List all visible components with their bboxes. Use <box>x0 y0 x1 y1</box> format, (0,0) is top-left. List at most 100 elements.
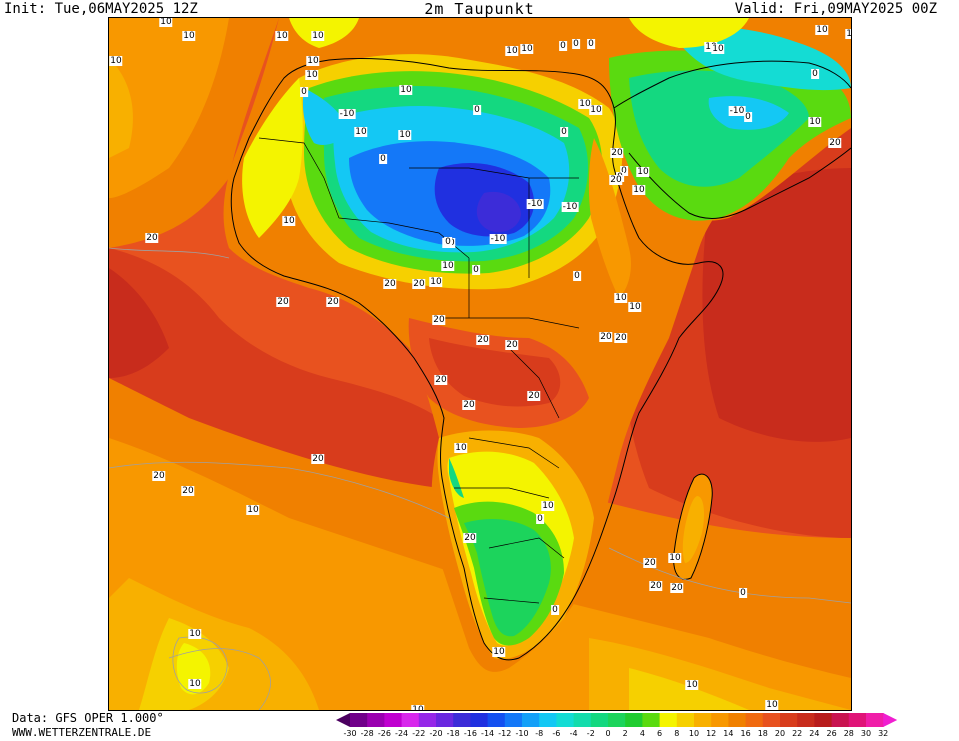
isoline-label: 20 <box>828 138 842 148</box>
isoline-label: 20 <box>383 279 397 289</box>
isoline-label: 10 <box>354 127 368 137</box>
isoline-label: 0 <box>559 41 567 51</box>
isoline-label: 20 <box>649 581 663 591</box>
isoline-label: 20 <box>145 233 159 243</box>
scale-tick-label: -12 <box>498 729 512 738</box>
isoline-label: 0 <box>573 271 581 281</box>
scale-tick-label: 10 <box>688 729 700 738</box>
isoline-label: 20 <box>609 175 623 185</box>
scale-arrow-left <box>336 713 350 727</box>
isoline-label: 10 <box>541 501 555 511</box>
isoline-label: 20 <box>276 297 290 307</box>
scale-tick-label: 0 <box>605 729 611 738</box>
isoline-label: 20 <box>670 583 684 593</box>
isoline-label: 10 <box>505 46 519 56</box>
scale-tick-label: -8 <box>535 729 544 738</box>
map-field <box>109 18 851 710</box>
data-source: Data: GFS OPER 1.000° <box>12 711 164 725</box>
scale-swatch <box>831 713 850 727</box>
scale-tick-label: -4 <box>569 729 578 738</box>
scale-swatch <box>384 713 403 727</box>
isoline-label: 10 <box>668 553 682 563</box>
isoline-label: 10 <box>411 705 425 710</box>
scale-tick-label: 16 <box>740 729 751 738</box>
isoline-label: 0 <box>444 237 452 247</box>
scale-tick-label: 30 <box>860 729 872 738</box>
scale-swatch <box>436 713 454 727</box>
isoline-label: 10 <box>398 130 412 140</box>
map-title: 2m Taupunkt <box>424 0 535 18</box>
scale-tick-label: 12 <box>706 729 717 738</box>
scale-tick-label: 26 <box>826 729 837 738</box>
isoline-label: 10 <box>159 17 173 27</box>
isoline-label: 0 <box>744 112 752 122</box>
scale-swatch <box>556 713 575 727</box>
isoline-label: 10 <box>306 56 320 66</box>
scale-arrow-right <box>883 713 898 727</box>
scale-tick-label: -28 <box>360 729 374 738</box>
scale-swatch <box>762 713 781 727</box>
isoline-label: 10 <box>282 216 296 226</box>
scale-swatch <box>728 713 747 727</box>
isoline-label: -10 <box>338 109 356 119</box>
isoline-label: 0 <box>811 69 819 79</box>
scale-tick-label: -24 <box>395 729 409 738</box>
isoline-label: 0 <box>472 265 480 275</box>
scale-swatch <box>676 713 695 727</box>
isoline-label: 0 <box>620 166 628 176</box>
scale-swatch <box>470 713 489 727</box>
scale-tick-label: -20 <box>429 729 443 738</box>
scale-swatch <box>608 713 626 727</box>
scale-swatch <box>659 713 678 727</box>
scale-tick-label: 24 <box>809 729 820 738</box>
color-scale: -30 -28 -26 -24 -22 -20 -18 -16 -14 -12 -10 -8 -6 -4-… <box>336 711 958 741</box>
scale-tick-label: -16 <box>463 729 477 738</box>
isoline-label: -10 <box>489 234 507 244</box>
scale-tick-label: -14 <box>481 729 495 738</box>
isoline-label: 10 <box>441 261 455 271</box>
isoline-label: 10 <box>704 42 718 52</box>
scale-tick-label: 14 <box>723 729 734 738</box>
isoline-label: 0 <box>300 87 308 97</box>
isoline-label: 10 <box>808 117 822 127</box>
isoline-label: 10 <box>711 44 725 54</box>
isoline-label: -10 <box>561 202 579 212</box>
scale-tick-label: -30 <box>343 729 357 738</box>
init-time: Init: Tue,06MAY2025 12Z <box>4 1 198 17</box>
scale-swatch <box>539 713 557 727</box>
isoline-label: 10 <box>109 56 123 66</box>
scale-swatch <box>418 713 437 727</box>
scale-swatch <box>453 713 471 727</box>
isoline-label: 20 <box>432 315 446 325</box>
isoline-label: 20 <box>412 279 426 289</box>
isoline-label: 20 <box>434 375 448 385</box>
isoline-label: 10 <box>492 647 506 657</box>
color-scale-bar <box>336 713 898 727</box>
valid-time: Valid: Fri,09MAY2025 00Z <box>734 1 937 17</box>
scale-tick-label: 32 <box>878 729 889 738</box>
isoline-label: 10 <box>188 679 202 689</box>
isoline-label: 20 <box>463 533 477 543</box>
scale-swatch <box>694 713 712 727</box>
scale-swatch <box>504 713 523 727</box>
scale-swatch <box>642 713 661 727</box>
isoline-label: 0 <box>572 39 580 49</box>
isoline-label: 20 <box>311 454 325 464</box>
isoline-label: 20 <box>527 391 541 401</box>
isoline-label: -10 <box>526 199 544 209</box>
scale-swatch <box>814 713 833 727</box>
isoline-label: 0 <box>739 588 747 598</box>
isoline-label: 20 <box>614 333 628 343</box>
isoline-label: 10 <box>589 105 603 115</box>
scale-tick-label: -10 <box>515 729 529 738</box>
isoline-label: 0 <box>536 514 544 524</box>
dewpoint-map: 1010101010000101010101010100100-10101001… <box>108 17 852 711</box>
isoline-label: 10 <box>685 680 699 690</box>
scale-swatch <box>487 713 506 727</box>
isoline-label: 20 <box>326 297 340 307</box>
isoline-label: 0 <box>551 605 559 615</box>
isoline-label: 0 <box>587 39 595 49</box>
isoline-label: 10 <box>632 185 646 195</box>
isoline-label: 0 <box>473 105 481 115</box>
isoline-label: 10 <box>845 29 851 39</box>
